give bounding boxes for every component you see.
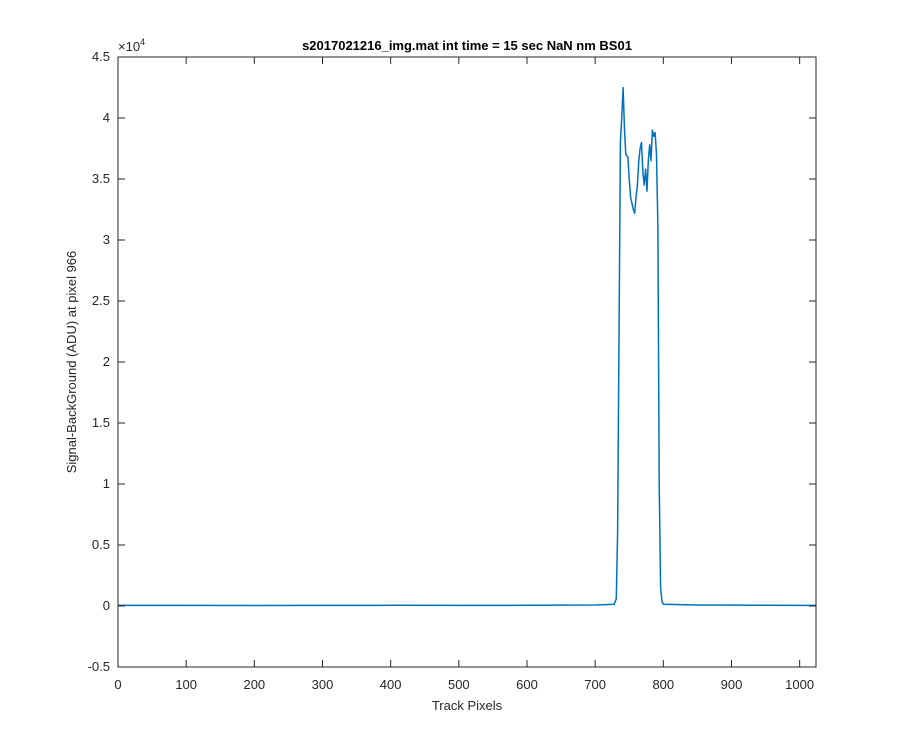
x-tick-label: 0 bbox=[114, 677, 121, 692]
x-tick-label: 800 bbox=[652, 677, 674, 692]
y-tick-label: 0.5 bbox=[92, 537, 110, 552]
x-tick-label: 100 bbox=[175, 677, 197, 692]
y-tick-label: 1.5 bbox=[92, 415, 110, 430]
x-tick-label: 500 bbox=[448, 677, 470, 692]
x-tick-label: 400 bbox=[380, 677, 402, 692]
chart-title: s2017021216_img.mat int time = 15 sec Na… bbox=[302, 38, 632, 53]
y-tick-label: 3 bbox=[103, 232, 110, 247]
y-tick-label: 2 bbox=[103, 354, 110, 369]
y-tick-label: 0 bbox=[103, 598, 110, 613]
y-tick-label: 2.5 bbox=[92, 293, 110, 308]
y-exponent-base: ×10 bbox=[118, 39, 140, 54]
x-tick-label: 300 bbox=[312, 677, 334, 692]
y-tick-label: -0.5 bbox=[88, 659, 110, 674]
y-tick-label: 1 bbox=[103, 476, 110, 491]
plot-area bbox=[118, 57, 816, 667]
y-tick-label: 4 bbox=[103, 110, 110, 125]
x-tick-label: 900 bbox=[721, 677, 743, 692]
y-exponent-label: ×104 bbox=[118, 37, 145, 54]
y-exponent-power: 4 bbox=[140, 37, 145, 47]
x-tick-label: 700 bbox=[584, 677, 606, 692]
x-tick-label: 1000 bbox=[785, 677, 814, 692]
y-axis-label: Signal-BackGround (ADU) at pixel 966 bbox=[64, 251, 79, 474]
x-tick-label: 600 bbox=[516, 677, 538, 692]
y-tick-label: 4.5 bbox=[92, 49, 110, 64]
x-axis-label: Track Pixels bbox=[432, 698, 503, 713]
y-tick-label: 3.5 bbox=[92, 171, 110, 186]
x-tick-label: 200 bbox=[243, 677, 265, 692]
